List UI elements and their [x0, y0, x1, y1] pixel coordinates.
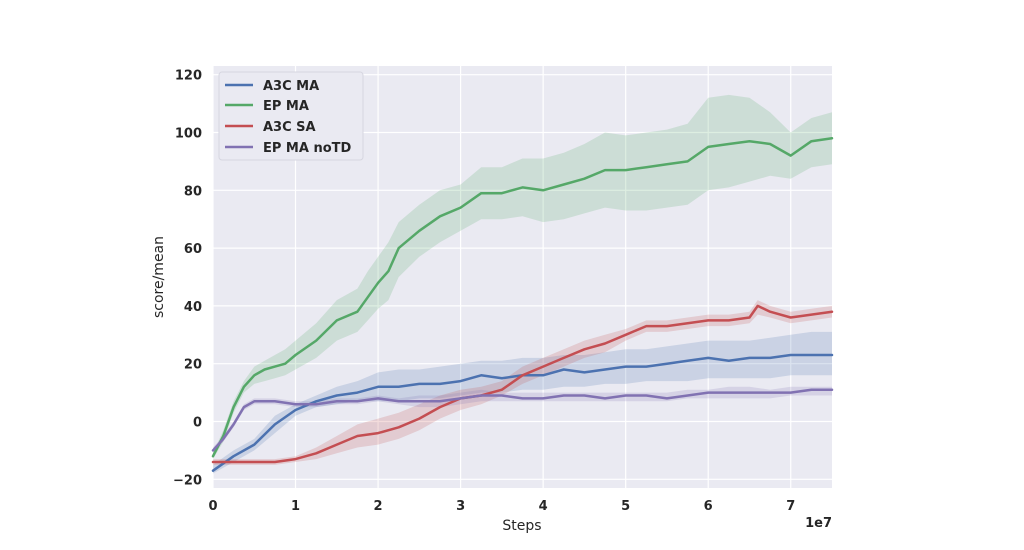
y-tick-label-1: 0 [193, 416, 202, 431]
band-series-0 [213, 331, 832, 474]
x-tick-label-1: 1 [291, 499, 300, 514]
x-offset-label: 1e7 [805, 516, 832, 531]
legend-box [218, 71, 364, 161]
line-series-3 [211, 388, 834, 452]
x-tick-label-7: 7 [786, 499, 795, 514]
x-tick-label-2: 2 [374, 499, 383, 514]
y-tick-labels: −20 0 20 40 60 80 100 120 [173, 69, 202, 489]
legend-label-a3c-ma: A3C MA [263, 79, 319, 94]
x-tick-label-5: 5 [621, 499, 630, 514]
line-series-1 [211, 137, 834, 458]
legend: A3C MA EP MA A3C SA EP MA noTD [218, 71, 364, 161]
x-tick-label-6: 6 [704, 499, 713, 514]
band-series-2 [213, 300, 832, 465]
x-tick-label-0: 0 [208, 499, 217, 514]
series-lines [211, 137, 834, 472]
x-tick-label-4: 4 [539, 499, 548, 514]
y-tick-label-2: 20 [184, 358, 202, 373]
y-axis-label: score/mean [151, 236, 167, 318]
x-tick-labels: 0 1 2 3 4 5 6 7 [208, 499, 795, 514]
legend-label-ep-ma: EP MA [263, 99, 309, 114]
y-tick-label-7: 120 [175, 69, 202, 84]
band-series-1 [213, 94, 832, 460]
y-tick-label-5: 80 [184, 184, 202, 199]
x-axis-label: Steps [502, 518, 541, 534]
y-tick-label-3: 40 [184, 300, 202, 315]
legend-label-ep-ma-notd: EP MA noTD [263, 141, 352, 156]
x-tick-label-3: 3 [456, 499, 465, 514]
legend-label-a3c-sa: A3C SA [263, 120, 316, 135]
y-tick-label-0: −20 [173, 473, 202, 488]
line-series-2 [211, 304, 834, 464]
y-tick-label-6: 100 [175, 126, 202, 141]
y-tick-label-4: 60 [184, 242, 202, 257]
grid [212, 66, 832, 488]
